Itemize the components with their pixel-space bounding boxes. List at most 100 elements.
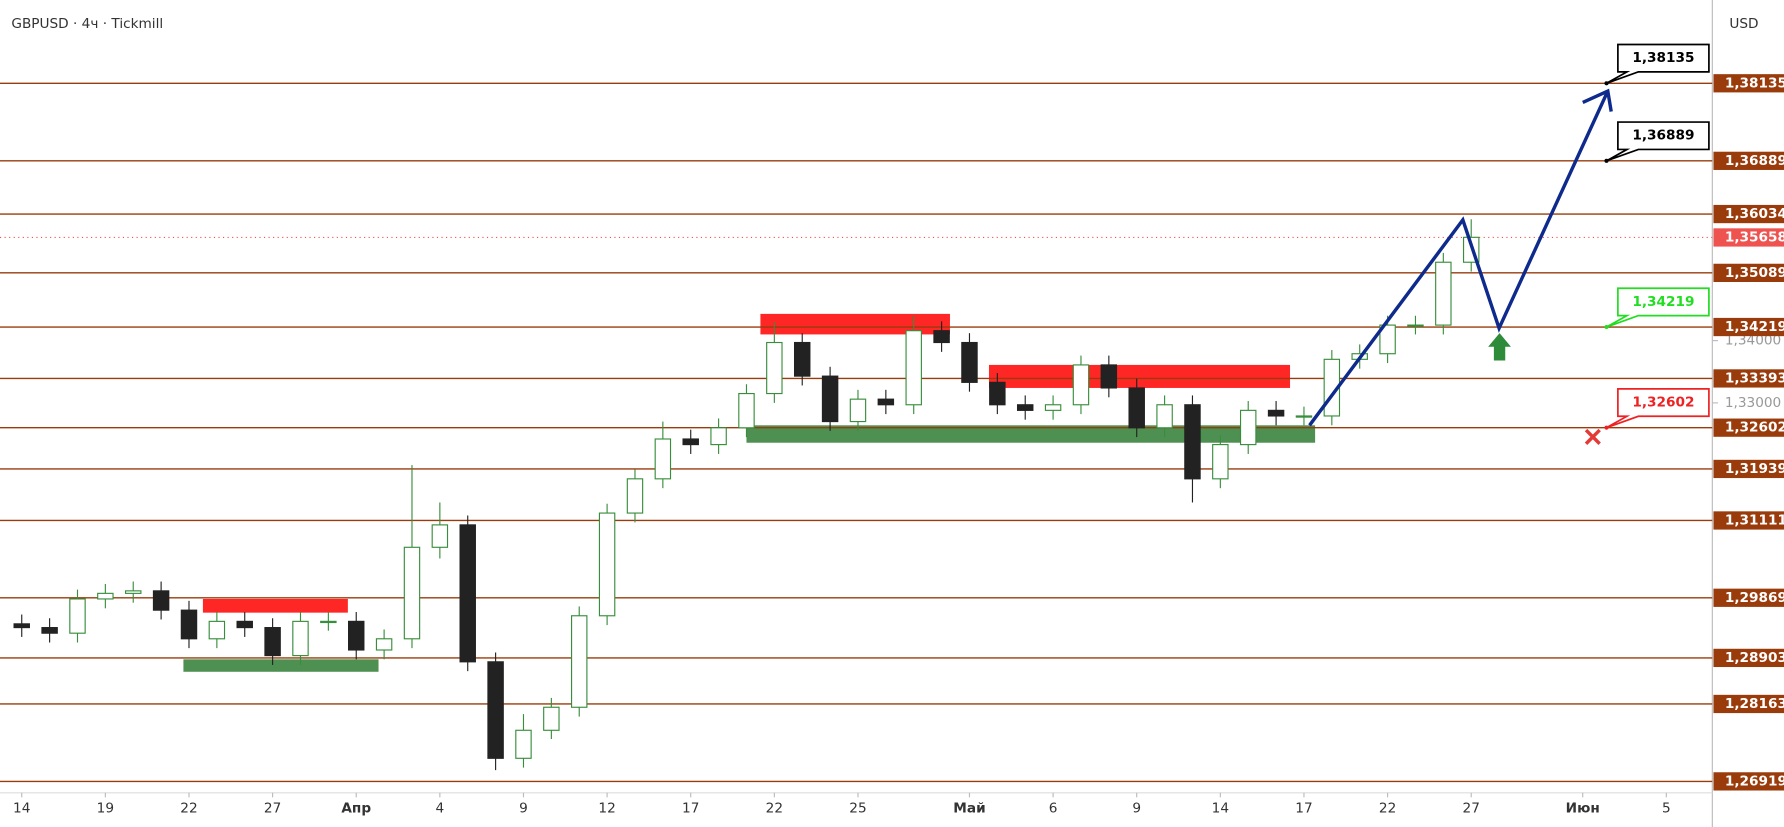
candle-body [264, 627, 281, 657]
candle-body [905, 330, 922, 406]
level-label: 1,34219 [1725, 319, 1784, 335]
candle-body [97, 592, 114, 600]
level-label-box [1713, 772, 1784, 791]
x-tick-label: 17 [1295, 801, 1312, 817]
x-tick-label: 27 [264, 801, 281, 817]
level-label-box [1713, 369, 1784, 388]
candle-body [13, 623, 30, 629]
candle-body [1128, 387, 1145, 429]
level-label: 1,28163 [1725, 696, 1784, 712]
callout-box [1606, 121, 1710, 162]
level-label-box [1713, 694, 1784, 714]
zone [746, 425, 1316, 443]
level-label-box [1713, 204, 1784, 224]
x-tick-label: 14 [13, 801, 30, 817]
candle-body [1379, 324, 1396, 355]
candle-body [1100, 364, 1118, 389]
candle-body [292, 620, 309, 657]
chart-title: GBPUSD · 4ч · Tickmill [11, 16, 163, 32]
x-tick-label: 17 [682, 801, 699, 817]
candle-body [626, 478, 644, 514]
level-label-box [1713, 263, 1784, 282]
candle-body [69, 598, 86, 634]
x-tick-label: 4 [436, 801, 445, 817]
candle-body [487, 661, 504, 759]
level-label: 1,31939 [1725, 461, 1784, 477]
level-label: 1,33393 [1725, 370, 1784, 386]
candle-body [738, 392, 755, 429]
x-tick-label: 25 [849, 801, 866, 817]
current-price-label: 1,35658 [1725, 229, 1784, 245]
x-tick-label: 6 [1049, 801, 1058, 817]
level-label-box [1713, 588, 1784, 607]
x-tick-label: 27 [1463, 801, 1480, 817]
level-label-box [1713, 648, 1784, 668]
candle-body [682, 438, 699, 446]
x-tick-label: 14 [1212, 801, 1229, 817]
candle-body [1295, 415, 1313, 418]
candle-body [570, 615, 588, 708]
candle-body [152, 590, 170, 611]
candle-body [1407, 324, 1424, 327]
currency: USD [1729, 16, 1758, 32]
candle-body [710, 427, 727, 446]
level-label-box [1713, 151, 1784, 170]
x-tick-label: 19 [97, 801, 114, 817]
candle-body [1435, 261, 1452, 326]
candle-body [877, 398, 895, 406]
x-tick-label: 22 [180, 801, 197, 817]
candle-body [125, 590, 142, 594]
candle-body [961, 341, 978, 383]
candle-body [347, 620, 365, 651]
candle-body [598, 512, 616, 617]
candle-body [933, 330, 950, 344]
stop-cross [1584, 428, 1601, 445]
candle-body [543, 706, 560, 731]
current-price-box [1713, 228, 1784, 247]
callout-box [1606, 287, 1710, 328]
candle-body [766, 341, 783, 395]
candle-body [431, 524, 449, 548]
x-tick-label: Июн [1566, 801, 1600, 817]
callout-box [1606, 43, 1710, 85]
candle-body [821, 375, 839, 423]
candle-body [208, 620, 226, 640]
x-tick-label: 9 [1132, 801, 1141, 817]
zone [988, 364, 1291, 388]
candle-body [1239, 409, 1257, 446]
candle-body [1016, 404, 1034, 411]
candle-body [1267, 409, 1285, 417]
x-tick-label: 22 [1379, 801, 1396, 817]
x-tick-label: Апр [341, 801, 371, 817]
level-label-box [1713, 418, 1784, 437]
zone [183, 659, 379, 672]
candle-body [849, 398, 867, 423]
candle-body [403, 546, 421, 640]
x-tick-label: 12 [598, 801, 615, 817]
candle-body [793, 341, 811, 377]
candle-body [1072, 364, 1090, 406]
candle-body [1044, 404, 1062, 411]
level-label: 1,36889 [1725, 153, 1784, 169]
x-tick-label: Май [953, 801, 985, 817]
zone [202, 598, 348, 613]
x-tick-label: 5 [1662, 801, 1671, 817]
plot [0, 82, 1713, 783]
level-label: 1,26919 [1725, 773, 1784, 789]
candle-body [989, 381, 1006, 406]
level-label: 1,31111 [1725, 512, 1784, 528]
projection-arrowhead [1582, 88, 1613, 112]
level-label-box [1713, 459, 1784, 479]
callout-box [1606, 388, 1710, 429]
callout-label: 1,36889 [1632, 128, 1694, 144]
projection-line [1308, 90, 1610, 427]
candle-body [236, 620, 253, 629]
zone [760, 313, 950, 335]
level-label-box [1713, 317, 1784, 337]
callout-label: 1,32602 [1632, 395, 1694, 411]
candle-body [515, 729, 532, 759]
level-label: 1,38135 [1725, 75, 1784, 91]
level-label-box [1713, 74, 1784, 93]
